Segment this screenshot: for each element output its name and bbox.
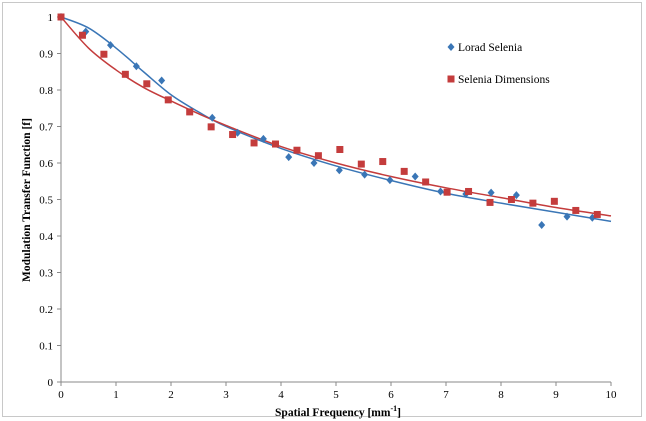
- y-axis-title: Modulation Transfer Function [f]: [21, 118, 33, 282]
- data-point-series-1: [57, 13, 65, 21]
- axes: [57, 16, 612, 386]
- y-tick-label: 0.7: [39, 122, 53, 134]
- y-tick-label: 0.4: [39, 231, 53, 243]
- legend-label: Lorad Selenia: [458, 42, 522, 54]
- data-point-series-1: [507, 196, 515, 203]
- x-tick-label: 8: [498, 389, 504, 401]
- x-axis-title: Spatial Frequency [mm-1]: [275, 404, 401, 419]
- data-point-series-1: [100, 50, 108, 58]
- data-point-series-1: [400, 167, 408, 175]
- data-point-series-0: [335, 166, 343, 175]
- data-point-series-1: [379, 158, 387, 166]
- y-tick-label: 0.9: [39, 49, 53, 61]
- y-tick-label: 0.5: [39, 195, 53, 207]
- y-tick-label: 0.2: [39, 304, 53, 316]
- data-point-series-1: [272, 140, 279, 148]
- x-axis-title-text: Spatial Frequency [mm: [275, 407, 391, 419]
- data-point-series-0: [208, 113, 216, 122]
- y-tick-label: 1: [48, 12, 54, 24]
- fit-curves: [60, 16, 612, 223]
- data-point-series-0: [285, 153, 293, 162]
- x-axis-title-sup: -1: [390, 404, 397, 413]
- y-tick-label: 0.3: [39, 268, 53, 280]
- x-tick-label: 1: [113, 389, 119, 401]
- data-point-series-1: [465, 187, 473, 195]
- data-point-series-1: [164, 96, 172, 104]
- data-point-series-1: [336, 145, 344, 153]
- tick-labels: 0 1 2 3 4 5 6 7 8 9 10 0 0.1 0.2 0.3 0.4 0.5 0.6 0.7 0.8 0.9…: [39, 12, 617, 401]
- x-tick-label: 4: [278, 389, 284, 401]
- fit-curve-series-0: [60, 16, 612, 223]
- data-point-series-1: [207, 123, 215, 131]
- data-point-series-0: [386, 176, 394, 185]
- legend-marker: [447, 43, 455, 51]
- data-point-series-1: [314, 152, 322, 160]
- x-tick-label: 0: [58, 389, 64, 401]
- data-point-series-1: [78, 31, 86, 39]
- y-tick-label: 0: [48, 377, 54, 389]
- x-tick-label: 7: [443, 389, 449, 401]
- data-point-series-1: [250, 139, 258, 147]
- data-point-series-0: [158, 76, 166, 85]
- data-point-series-1: [229, 131, 237, 139]
- x-tick-label: 5: [333, 389, 339, 401]
- data-point-series-1: [293, 146, 301, 154]
- data-point-series-0: [361, 170, 369, 179]
- data-point-series-1: [121, 70, 129, 78]
- data-point-series-0: [487, 188, 495, 197]
- data-point-series-1: [186, 108, 194, 116]
- data-point-series-1: [422, 178, 430, 186]
- x-axis-title-suffix: ]: [397, 407, 401, 419]
- data-point-series-1: [593, 210, 601, 218]
- legend: Lorad Selenia Selenia Dimensions: [447, 42, 550, 86]
- data-point-series-1: [143, 80, 151, 88]
- data-point-series-1: [443, 188, 451, 196]
- x-tick-label: 9: [553, 389, 559, 401]
- legend-label: Selenia Dimensions: [458, 74, 550, 86]
- fit-curve-series-1: [60, 16, 612, 217]
- data-point-series-0: [259, 134, 267, 143]
- data-point-series-0: [310, 159, 318, 167]
- legend-marker: [447, 75, 455, 83]
- data-point-series-0: [132, 62, 140, 71]
- x-tick-label: 3: [223, 389, 229, 401]
- y-tick-label: 0.1: [39, 341, 53, 353]
- data-point-series-1: [550, 197, 558, 205]
- data-markers: [57, 13, 601, 230]
- data-point-series-0: [107, 41, 114, 50]
- x-tick-label: 2: [168, 389, 174, 401]
- data-point-series-1: [529, 199, 537, 207]
- data-point-series-1: [572, 206, 580, 214]
- data-point-series-1: [357, 160, 365, 168]
- data-point-series-0: [411, 172, 419, 181]
- data-point-series-0: [437, 187, 444, 196]
- x-tick-label: 10: [606, 389, 618, 401]
- data-point-series-0: [563, 212, 571, 221]
- x-tick-label: 6: [388, 389, 394, 401]
- y-tick-label: 0.6: [39, 158, 53, 170]
- y-tick-label: 0.8: [39, 85, 53, 97]
- data-point-series-0: [538, 221, 546, 230]
- data-point-series-1: [486, 198, 494, 206]
